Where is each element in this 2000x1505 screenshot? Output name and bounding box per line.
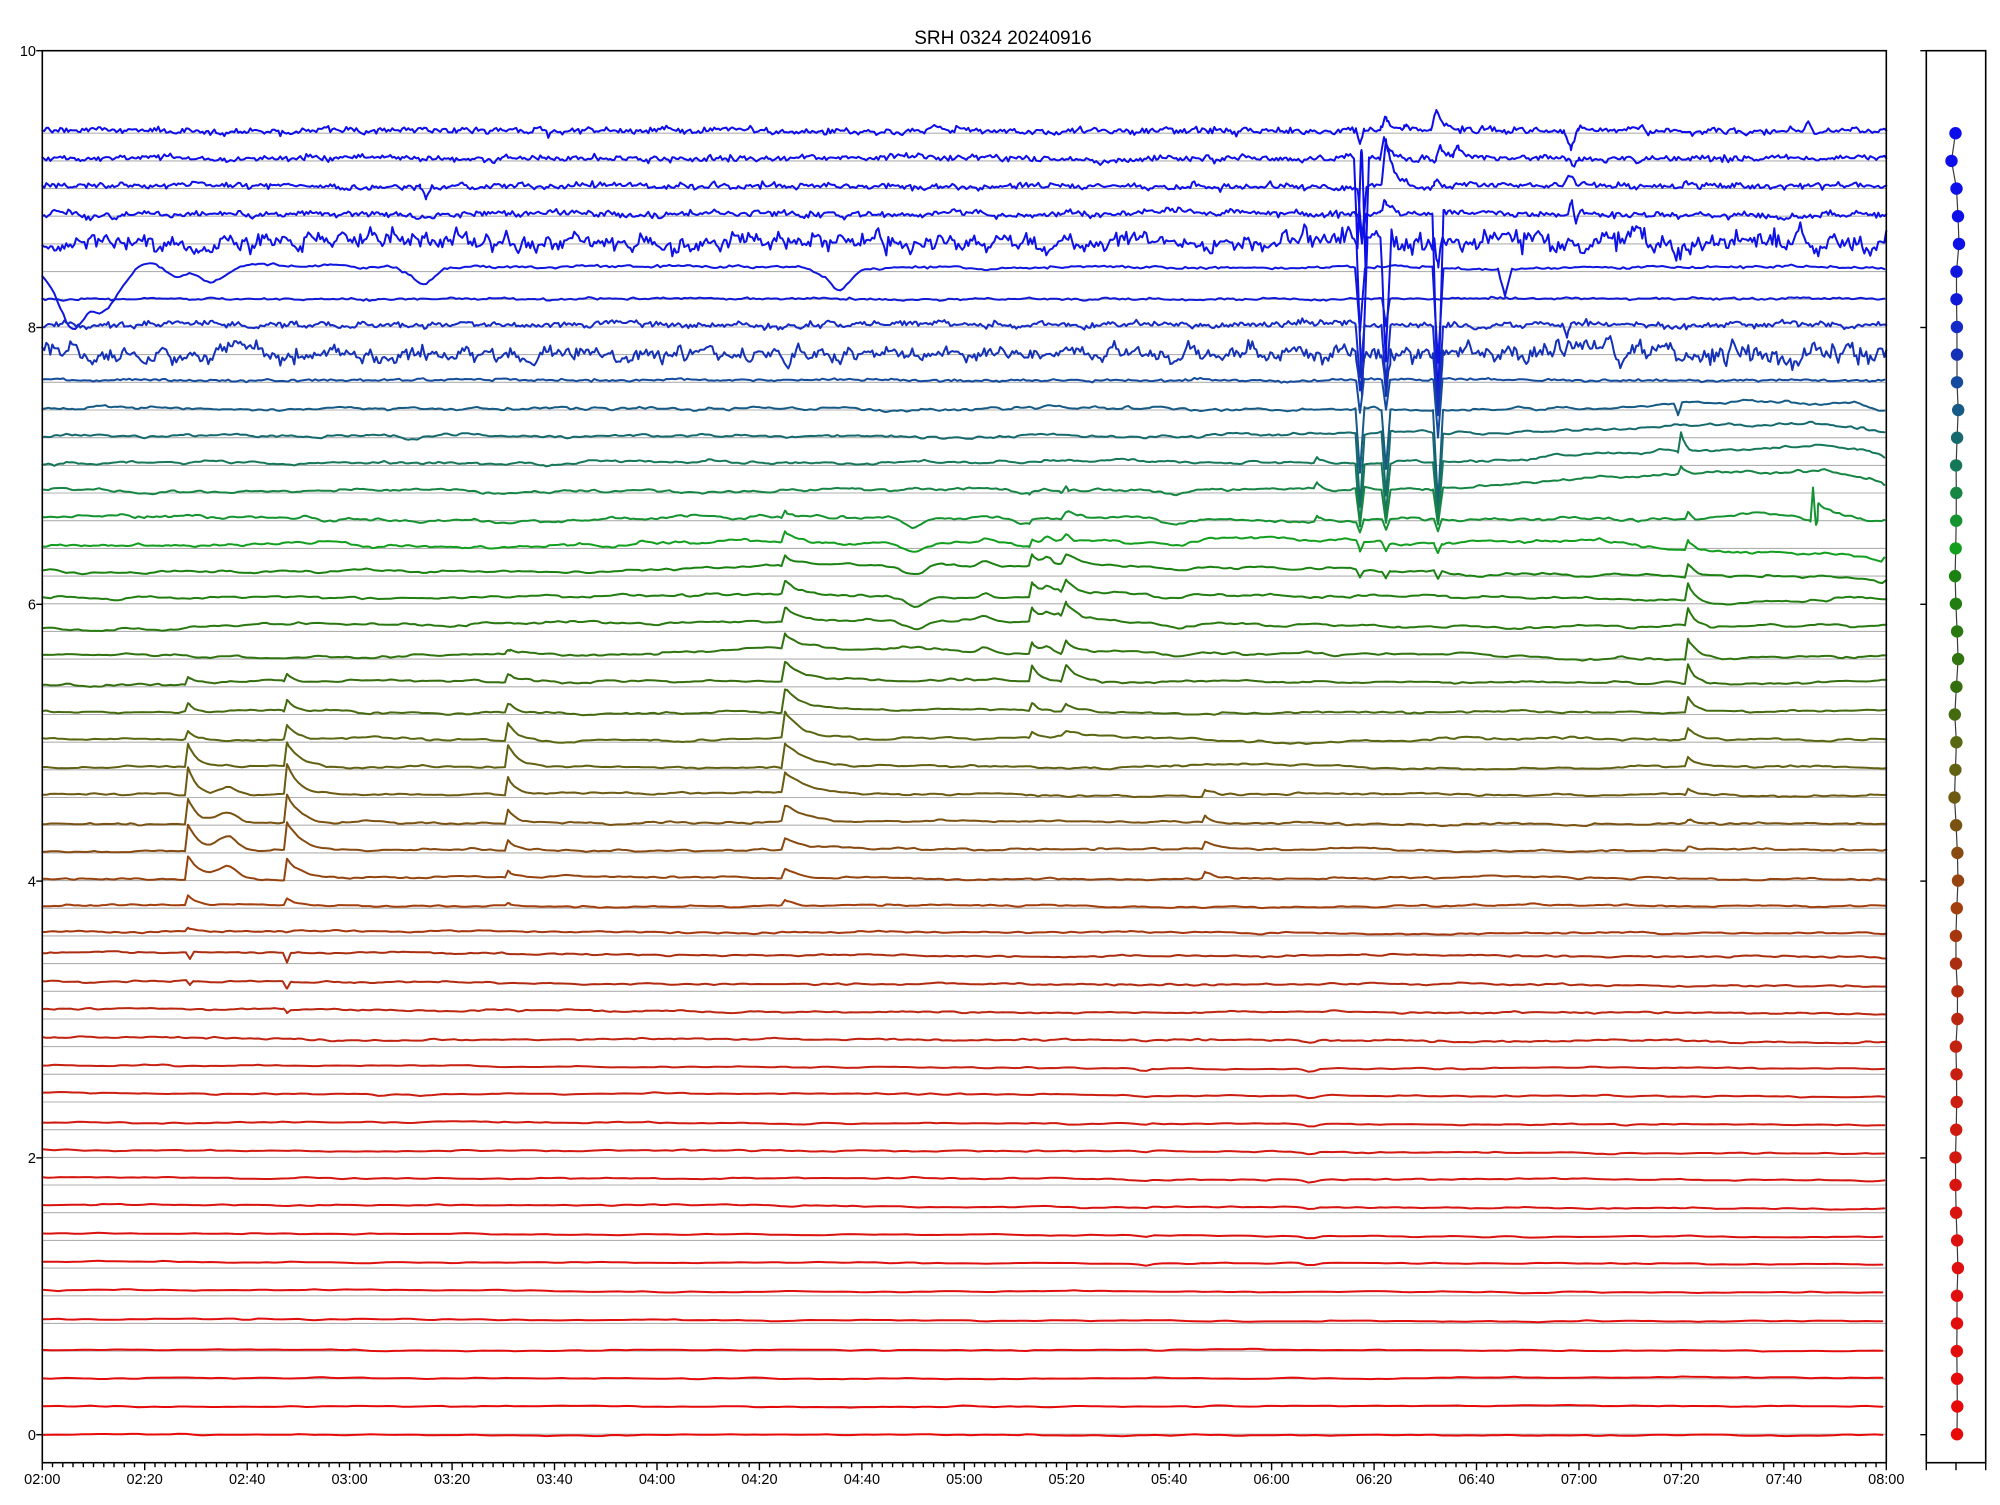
svg-text:06:40: 06:40 [1458,1472,1494,1488]
svg-text:07:40: 07:40 [1766,1472,1802,1488]
svg-text:2: 2 [28,1151,36,1167]
svg-text:04:20: 04:20 [741,1472,777,1488]
svg-text:03:00: 03:00 [331,1472,367,1488]
svg-text:07:20: 07:20 [1663,1472,1699,1488]
svg-text:04:40: 04:40 [844,1472,880,1488]
svg-text:06:20: 06:20 [1356,1472,1392,1488]
svg-text:05:20: 05:20 [1049,1472,1085,1488]
svg-text:03:40: 03:40 [536,1472,572,1488]
svg-text:0: 0 [28,1428,36,1444]
svg-text:03:20: 03:20 [434,1472,470,1488]
svg-text:4: 4 [28,874,36,890]
svg-text:04:00: 04:00 [639,1472,675,1488]
svg-text:07:00: 07:00 [1561,1472,1597,1488]
svg-text:10: 10 [20,44,36,60]
svg-text:06:00: 06:00 [1253,1472,1289,1488]
svg-text:8: 8 [28,321,36,337]
svg-text:05:00: 05:00 [946,1472,982,1488]
svg-text:05:40: 05:40 [1151,1472,1187,1488]
svg-text:08:00: 08:00 [1868,1472,1904,1488]
svg-text:02:20: 02:20 [127,1472,163,1488]
svg-text:6: 6 [28,598,36,614]
svg-text:SRH 0324 20240916: SRH 0324 20240916 [914,28,1091,49]
svg-text:02:40: 02:40 [229,1472,265,1488]
svg-text:02:00: 02:00 [24,1472,60,1488]
